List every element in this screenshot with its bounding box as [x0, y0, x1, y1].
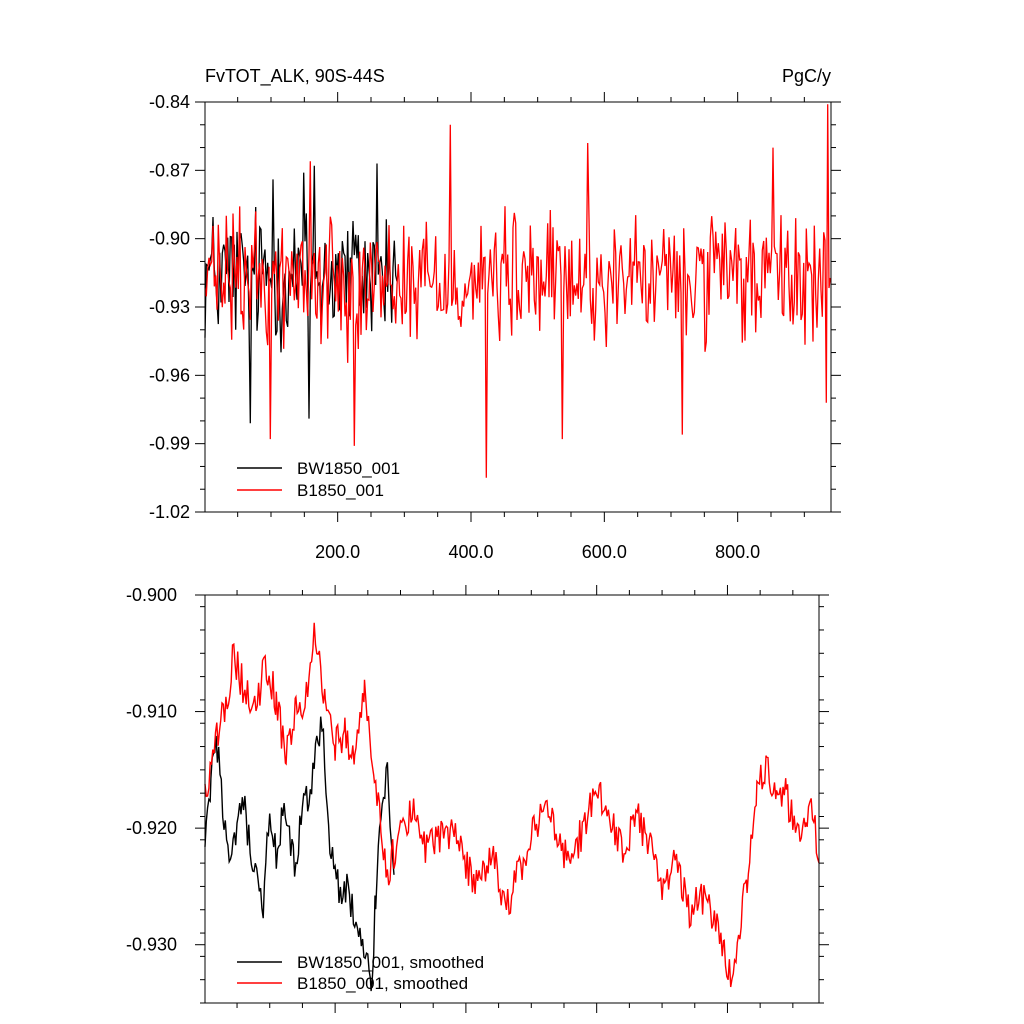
bottom-plot-frame: [204, 594, 820, 1004]
y-tick-label: -0.93: [149, 297, 190, 317]
y-tick-label: -1.02: [149, 502, 190, 522]
y-tick-label: -0.930: [126, 935, 177, 955]
top-panel: FvTOT_ALK, 90S-44S PgC/y -1.02 -0.99 -0.96…: [149, 66, 841, 562]
series-line-bw1850-001: [204, 163, 398, 424]
series-line-b1850-001: [204, 104, 831, 478]
y-tick-label: -0.87: [149, 160, 190, 180]
bottom-panel: -0.930 -0.920 -0.910 -0.900 BW1850_001, smo…: [126, 585, 829, 1013]
legend-label-bw1850: BW1850_001: [297, 459, 400, 478]
legend-label-bw1850-smoothed: BW1850_001, smoothed: [297, 953, 484, 972]
bottom-axis-ticks: -0.930 -0.920 -0.910 -0.900: [126, 585, 829, 1013]
x-tick-label: 800.0: [715, 542, 760, 562]
legend-label-b1850-smoothed: B1850_001, smoothed: [297, 974, 468, 993]
y-tick-label: -0.920: [126, 818, 177, 838]
legend-label-b1850: B1850_001: [297, 481, 384, 500]
y-tick-label: -0.99: [149, 434, 190, 454]
y-tick-label: -0.96: [149, 365, 190, 385]
top-legend: BW1850_001 B1850_001: [237, 459, 400, 500]
series-line-b1850-001-smoothed: [204, 622, 820, 988]
series-line-bw1850-001-smoothed: [204, 716, 395, 992]
y-tick-label: -0.90: [149, 229, 190, 249]
bottom-legend: BW1850_001, smoothed B1850_001, smoothed: [237, 953, 484, 993]
top-series-group: [204, 104, 831, 478]
units-label: PgC/y: [782, 66, 831, 86]
chart-title: FvTOT_ALK, 90S-44S: [205, 66, 385, 87]
bottom-series-group: [204, 622, 820, 992]
top-axis-ticks: -1.02 -0.99 -0.96 -0.93 -0.90 -0.87 -0.84 200.0…: [149, 92, 841, 562]
x-tick-label: 600.0: [582, 542, 627, 562]
y-tick-label: -0.910: [126, 702, 177, 722]
x-tick-label: 200.0: [315, 542, 360, 562]
x-tick-label: 400.0: [448, 542, 493, 562]
y-tick-label: -0.84: [149, 92, 190, 112]
y-tick-label: -0.900: [126, 585, 177, 605]
